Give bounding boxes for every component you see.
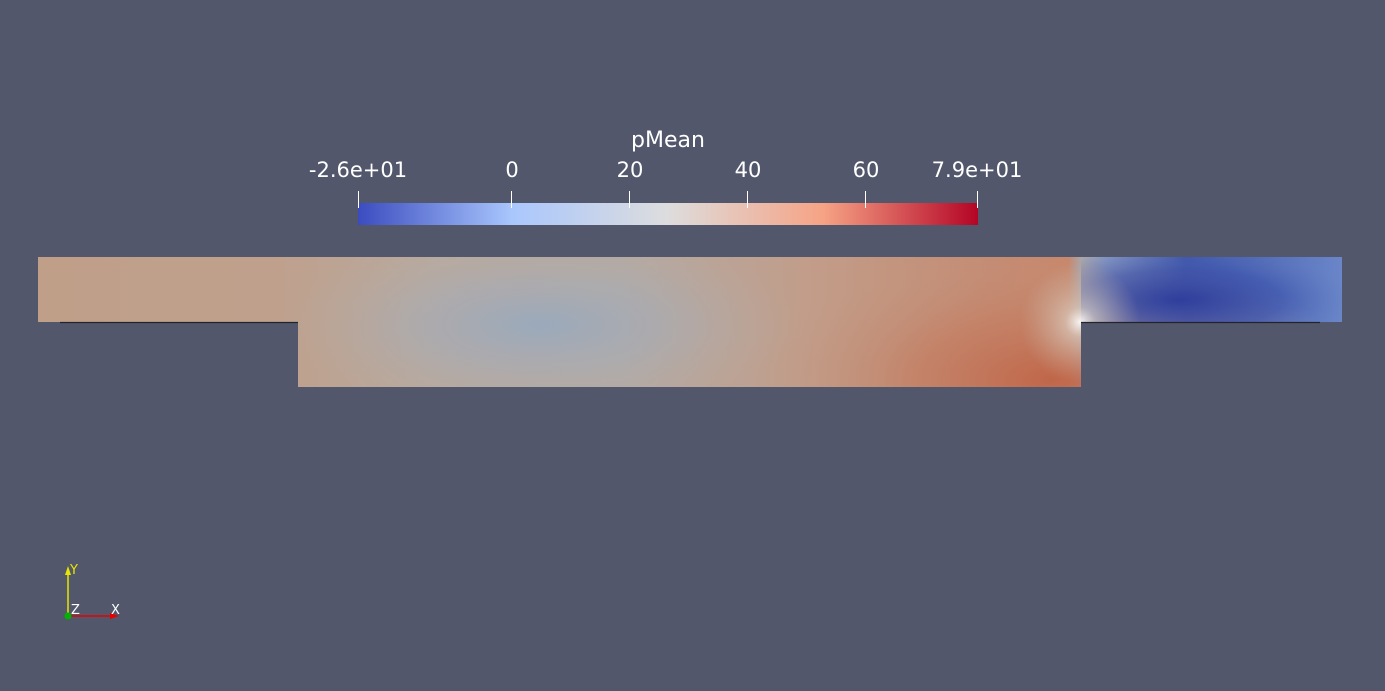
tick-label-max: 7.9e+01 <box>931 158 1023 182</box>
axis-y-label: Y <box>70 563 78 578</box>
tick-mark-0 <box>511 191 512 208</box>
tick-mark-20 <box>629 191 630 208</box>
axis-x-label: X <box>111 603 120 618</box>
orientation-axes <box>64 566 119 620</box>
scalar-bar-gradient[interactable] <box>358 203 978 225</box>
tick-mark-40 <box>747 191 748 208</box>
tick-label-min: -2.6e+01 <box>308 158 408 182</box>
tick-mark-min <box>358 191 359 208</box>
scalar-bar-title: pMean <box>631 128 705 153</box>
tick-label-0: 0 <box>505 158 519 182</box>
tick-label-60: 60 <box>852 158 880 182</box>
axis-z-label: Z <box>71 603 80 618</box>
tick-label-40: 40 <box>734 158 762 182</box>
tick-mark-max <box>977 191 978 208</box>
tick-mark-60 <box>865 191 866 208</box>
tick-label-20: 20 <box>616 158 644 182</box>
